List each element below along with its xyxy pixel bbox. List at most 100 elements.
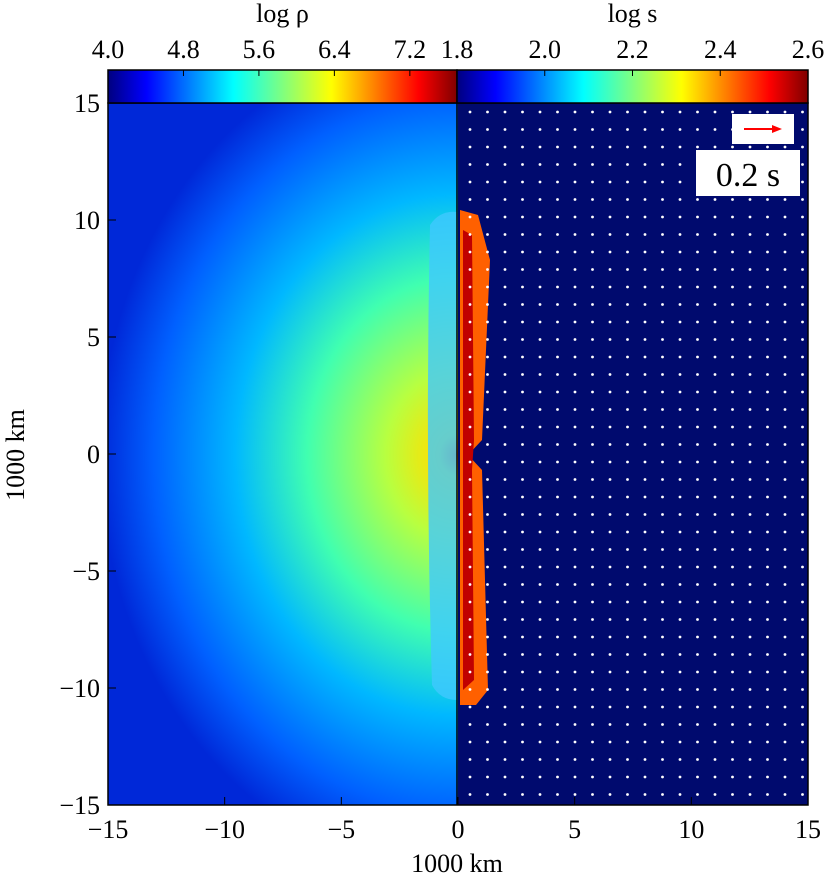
velocity-dot — [626, 618, 629, 621]
velocity-dot — [468, 425, 472, 429]
velocity-dot — [626, 110, 629, 114]
velocity-dot — [591, 705, 594, 709]
velocity-dot — [678, 180, 682, 184]
velocity-dot — [573, 443, 577, 446]
velocity-dot — [521, 355, 524, 359]
velocity-field — [468, 110, 804, 796]
velocity-dot — [521, 775, 524, 779]
velocity-dot — [573, 495, 577, 499]
velocity-dot — [521, 338, 524, 341]
velocity-dot — [608, 513, 612, 516]
colorbar-tick-label: 2.4 — [704, 35, 737, 64]
velocity-dot — [468, 128, 472, 131]
velocity-dot — [608, 548, 612, 551]
velocity-dot — [591, 233, 594, 236]
colorbar — [107, 69, 458, 104]
colorbar-tick-label: 2.6 — [792, 35, 825, 64]
velocity-dot — [766, 670, 769, 674]
velocity-dot — [573, 723, 577, 726]
velocity-dot — [486, 320, 489, 324]
velocity-dot — [801, 128, 804, 131]
velocity-dot — [678, 268, 682, 271]
velocity-dot — [783, 758, 787, 761]
velocity-dot — [748, 618, 752, 621]
velocity-dot — [591, 163, 594, 166]
velocity-dot — [608, 758, 612, 761]
velocity-dot — [783, 145, 787, 149]
velocity-dot — [748, 320, 752, 324]
velocity-dot — [591, 478, 594, 481]
velocity-dot — [503, 320, 507, 324]
velocity-dot — [591, 758, 594, 761]
velocity-dot — [713, 705, 717, 709]
velocity-dot — [573, 285, 577, 289]
velocity-dot — [573, 513, 577, 516]
velocity-dot — [713, 285, 717, 289]
velocity-dot — [538, 793, 542, 796]
velocity-dot — [556, 390, 559, 394]
velocity-dot — [591, 600, 594, 604]
velocity-dot — [643, 758, 647, 761]
velocity-dot — [678, 215, 682, 219]
velocity-dot — [486, 180, 489, 184]
velocity-dot — [591, 338, 594, 341]
velocity-dot — [591, 408, 594, 411]
velocity-dot — [626, 583, 629, 586]
velocity-dot — [626, 670, 629, 674]
velocity-dot — [591, 565, 594, 569]
velocity-dot — [783, 775, 787, 779]
velocity-dot — [696, 443, 699, 446]
velocity-dot — [573, 215, 577, 219]
velocity-dot — [748, 758, 752, 761]
velocity-dot — [696, 600, 699, 604]
velocity-dot — [591, 775, 594, 779]
velocity-dot — [538, 600, 542, 604]
velocity-dot — [573, 618, 577, 621]
velocity-dot — [783, 285, 787, 289]
velocity-dot — [521, 285, 524, 289]
velocity-dot — [626, 128, 629, 131]
velocity-dot — [783, 618, 787, 621]
x-tick-label: 0 — [452, 815, 465, 844]
velocity-dot — [591, 688, 594, 691]
velocity-dot — [503, 618, 507, 621]
velocity-dot — [538, 513, 542, 516]
velocity-dot — [468, 460, 472, 464]
velocity-dot — [626, 530, 629, 534]
velocity-dot — [661, 320, 664, 324]
velocity-dot — [608, 600, 612, 604]
velocity-dot — [678, 600, 682, 604]
velocity-dot — [573, 530, 577, 534]
velocity-dot — [678, 408, 682, 411]
velocity-dot — [503, 443, 507, 446]
velocity-dot — [573, 705, 577, 709]
velocity-dot — [591, 443, 594, 446]
velocity-dot — [801, 635, 804, 639]
velocity-dot — [643, 635, 647, 639]
velocity-dot — [783, 793, 787, 796]
velocity-dot — [661, 215, 664, 219]
velocity-dot — [713, 408, 717, 411]
velocity-dot — [731, 513, 734, 516]
velocity-dot — [731, 653, 734, 656]
velocity-dot — [783, 478, 787, 481]
velocity-dot — [713, 373, 717, 376]
velocity-dot — [521, 653, 524, 656]
velocity-dot — [468, 180, 472, 184]
velocity-dot — [661, 793, 664, 796]
velocity-dot — [643, 740, 647, 744]
velocity-dot — [486, 215, 489, 219]
velocity-dot — [626, 653, 629, 656]
velocity-dot — [678, 548, 682, 551]
velocity-dot — [626, 478, 629, 481]
colorbar-tick-label: 4.8 — [167, 35, 200, 64]
velocity-dot — [643, 478, 647, 481]
velocity-dot — [696, 268, 699, 271]
velocity-dot — [661, 740, 664, 744]
velocity-dot — [766, 583, 769, 586]
velocity-dot — [608, 460, 612, 464]
velocity-dot — [766, 705, 769, 709]
velocity-dot — [521, 513, 524, 516]
y-tick-label: 0 — [87, 440, 100, 469]
velocity-dot — [696, 215, 699, 219]
